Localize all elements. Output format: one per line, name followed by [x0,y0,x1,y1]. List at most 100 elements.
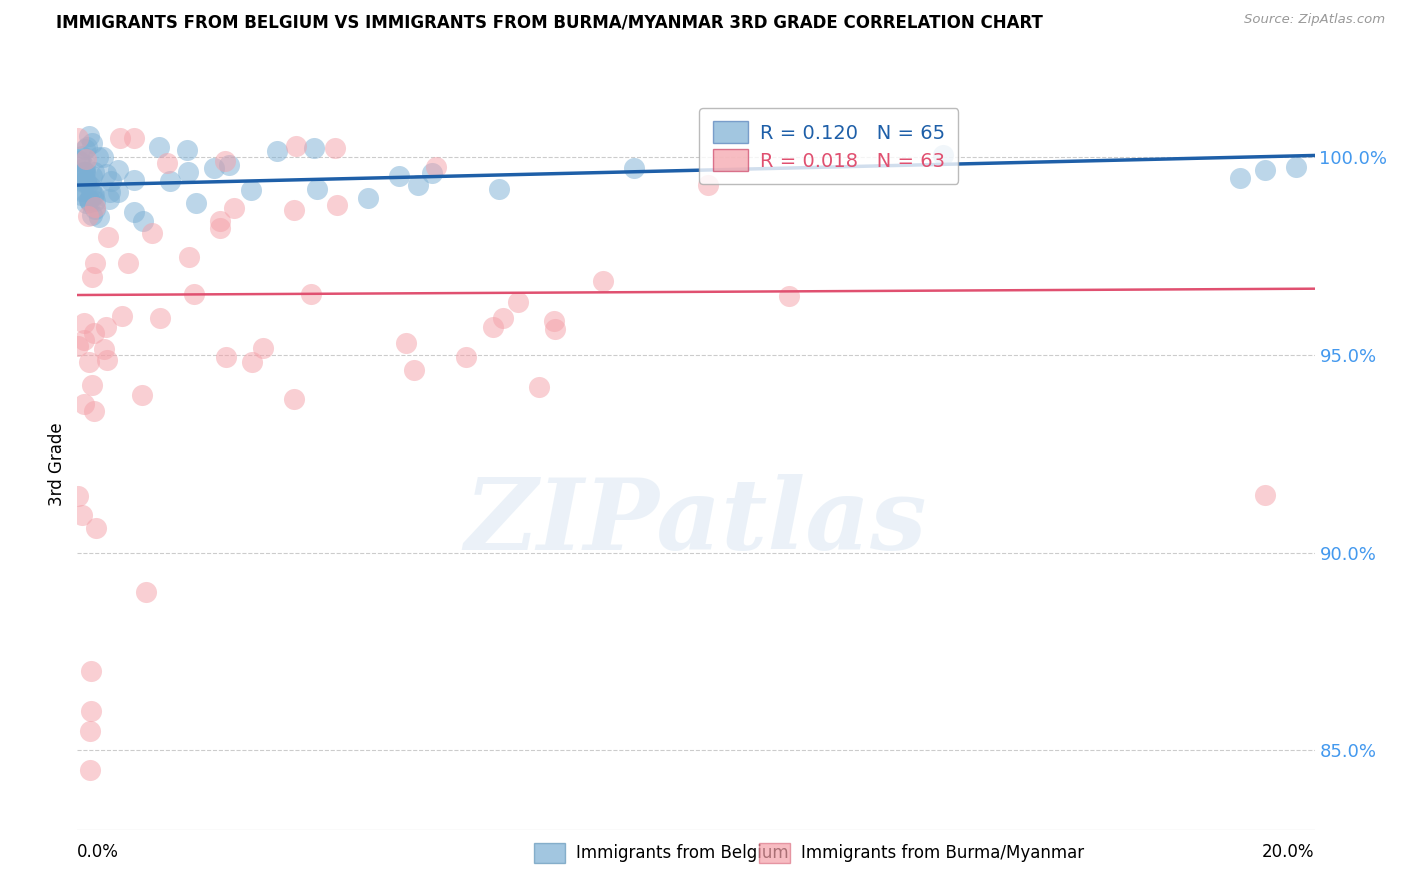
Point [209,214,232,228]
Point [73,164,96,178]
Point [240,354,263,368]
Point [132,214,155,228]
Text: 0.0%: 0.0% [77,843,120,861]
Point [67,182,90,196]
Point [75,195,97,210]
Point [124,130,146,145]
Point [1285,160,1308,174]
Legend: R = 0.120   N = 65, R = 0.018   N = 63: R = 0.120 N = 65, R = 0.018 N = 63 [699,108,959,185]
Point [75,142,97,156]
Point [83,200,105,214]
Point [96,319,118,334]
Point [70,184,93,198]
Point [305,182,328,196]
Point [283,392,305,406]
Point [778,289,800,303]
Point [122,172,145,186]
Point [208,221,231,235]
Point [82,136,104,150]
Point [529,379,551,393]
Point [283,202,305,217]
Point [73,164,96,178]
Point [82,269,104,284]
Point [82,208,104,222]
Text: Immigrants from Belgium: Immigrants from Belgium [576,844,789,862]
Point [77,128,100,143]
Point [135,585,157,599]
Point [77,354,100,368]
Point [592,274,614,288]
Point [302,141,325,155]
Point [73,316,96,330]
Point [159,174,181,188]
Text: 20.0%: 20.0% [1263,843,1315,861]
Point [98,185,121,199]
Point [183,286,205,301]
Point [1229,170,1251,185]
Point [177,250,200,264]
Point [357,191,380,205]
Point [77,193,100,207]
Point [543,313,565,327]
Point [97,230,120,244]
Point [72,175,94,189]
Point [148,139,170,153]
Point [184,195,207,210]
Point [80,377,103,392]
Point [75,173,97,187]
Point [73,165,96,179]
Point [697,178,720,193]
Point [107,185,129,199]
Point [69,153,91,167]
Point [218,158,240,172]
Point [202,161,225,175]
Point [83,403,105,417]
Text: ZIPatlas: ZIPatlas [465,475,927,571]
Point [84,256,107,270]
Point [107,163,129,178]
Point [79,723,101,738]
Text: Immigrants from Burma/Myanmar: Immigrants from Burma/Myanmar [801,844,1084,862]
Point [156,156,179,170]
Point [67,339,90,353]
Point [100,173,122,187]
Point [266,145,288,159]
Point [214,154,236,169]
Text: IMMIGRANTS FROM BELGIUM VS IMMIGRANTS FROM BURMA/MYANMAR 3RD GRADE CORRELATION C: IMMIGRANTS FROM BELGIUM VS IMMIGRANTS FR… [56,13,1043,31]
Point [1254,488,1277,502]
Point [80,665,103,679]
Point [1254,162,1277,177]
Point [80,185,103,199]
Point [108,130,131,145]
Point [91,150,114,164]
Point [84,202,107,216]
Point [80,180,103,194]
Point [285,139,308,153]
Point [77,193,100,207]
Point [67,153,90,168]
Point [388,169,411,184]
Point [70,188,93,202]
Text: Source: ZipAtlas.com: Source: ZipAtlas.com [1244,13,1385,27]
Point [239,183,262,197]
Point [122,204,145,219]
Point [79,194,101,209]
Point [420,166,443,180]
Point [323,141,346,155]
Point [94,167,117,181]
Point [623,161,645,175]
Point [141,226,163,240]
Point [70,173,93,187]
Point [83,165,105,179]
Point [82,169,104,183]
Point [98,192,121,206]
Point [86,150,108,164]
Point [75,160,97,174]
Point [83,326,105,340]
Point [72,334,94,348]
Point [508,295,530,310]
Point [395,336,418,351]
Point [73,397,96,411]
Point [404,363,426,377]
Point [75,175,97,189]
